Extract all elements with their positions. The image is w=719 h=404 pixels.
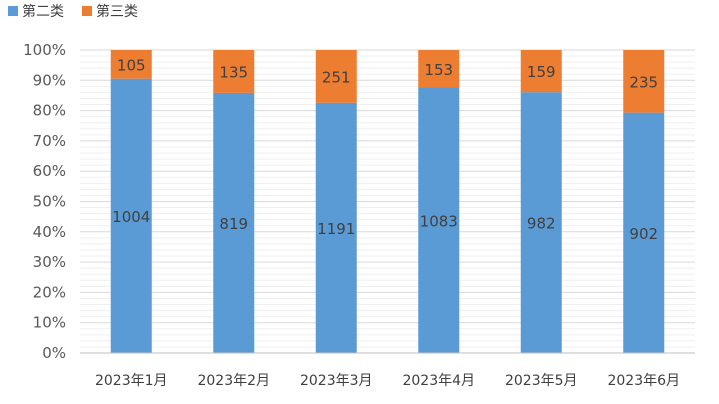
data-label: 251 bbox=[322, 68, 351, 86]
legend-swatch bbox=[8, 6, 18, 16]
legend-label: 第二类 bbox=[22, 3, 64, 20]
y-tick-label: 30% bbox=[33, 253, 66, 271]
x-tick-label: 2023年6月 bbox=[607, 373, 680, 389]
bars bbox=[110, 50, 665, 354]
y-tick-label: 40% bbox=[33, 223, 66, 241]
y-tick-label: 60% bbox=[33, 162, 66, 180]
y-tick-label: 0% bbox=[42, 344, 66, 362]
bar-segment bbox=[418, 87, 460, 354]
y-tick-label: 100% bbox=[23, 41, 66, 59]
bar-segment bbox=[213, 92, 255, 354]
x-tick-label: 2023年2月 bbox=[197, 373, 270, 389]
bar-segment bbox=[315, 50, 357, 103]
y-tick-label: 10% bbox=[33, 314, 66, 332]
bar-segment bbox=[110, 50, 152, 79]
bar-segment bbox=[623, 50, 665, 113]
x-tick-label: 2023年1月 bbox=[95, 373, 168, 389]
y-tick-label: 90% bbox=[33, 71, 66, 89]
bar-segment bbox=[418, 50, 460, 88]
data-label: 1004 bbox=[112, 208, 150, 226]
data-label: 153 bbox=[424, 61, 453, 79]
gridlines bbox=[80, 49, 695, 354]
legend-swatch bbox=[82, 6, 92, 16]
x-tick-label: 2023年3月 bbox=[300, 373, 373, 389]
y-tick-label: 20% bbox=[33, 283, 66, 301]
y-tick-label: 50% bbox=[33, 193, 66, 211]
bar-segment bbox=[520, 92, 562, 354]
bar-segment bbox=[213, 50, 255, 93]
legend-label: 第三类 bbox=[96, 3, 138, 20]
bar-segment bbox=[315, 102, 357, 353]
data-label: 1191 bbox=[317, 220, 355, 238]
bar-segment bbox=[110, 78, 152, 354]
data-label: 235 bbox=[629, 73, 658, 91]
data-label: 1083 bbox=[420, 212, 458, 230]
x-tick-label: 2023年4月 bbox=[402, 373, 475, 389]
data-label: 819 bbox=[219, 215, 248, 233]
y-axis: 0% 10% 20% 30% 40% 50% 60% 70% 80% 90% 100% bbox=[23, 41, 66, 362]
data-label: 982 bbox=[527, 215, 556, 233]
y-tick-label: 80% bbox=[33, 102, 66, 120]
legend: 第二类 第三类 bbox=[8, 3, 138, 20]
data-labels: 1004 105 819 135 1191 251 1083 153 982 159 902 235 bbox=[112, 56, 658, 242]
x-axis: 2023年1月 2023年2月 2023年3月 2023年4月 2023年5月 2023年… bbox=[80, 352, 695, 389]
y-tick-label: 70% bbox=[33, 132, 66, 150]
bar-segment bbox=[623, 112, 665, 353]
bar-segment bbox=[520, 50, 562, 93]
data-label: 159 bbox=[527, 63, 556, 81]
data-label: 105 bbox=[117, 56, 146, 74]
x-tick-label: 2023年5月 bbox=[505, 373, 578, 389]
data-label: 135 bbox=[219, 63, 248, 81]
data-label: 902 bbox=[629, 225, 658, 243]
